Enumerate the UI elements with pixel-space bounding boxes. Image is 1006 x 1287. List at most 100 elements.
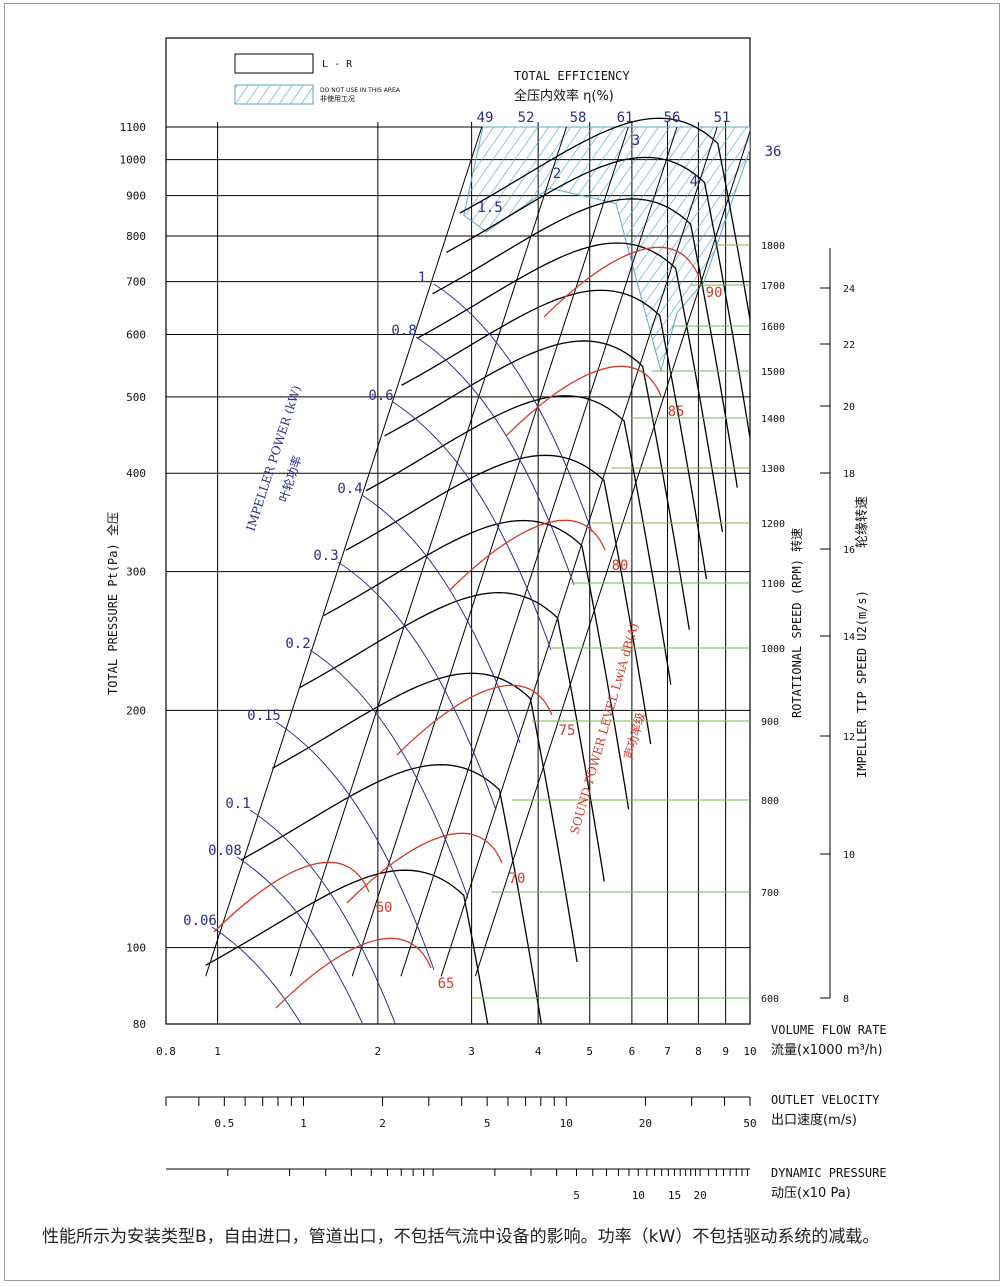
velocity-label: 20 [639,1117,652,1130]
y-tick-label: 600 [126,328,146,341]
speed-curve [432,198,738,488]
power-label: 4 [690,174,698,190]
legend-line-label: L - R [322,59,353,70]
power-label: 0.08 [208,843,242,859]
tip-speed-label: 10 [843,850,855,861]
x-tick-label: 6 [629,1045,636,1058]
legend-hatch-swatch [234,84,314,105]
power-line [337,561,497,811]
legend-line-swatch [234,53,314,74]
y-tick-label: 700 [126,276,146,289]
chart-title-cn: 全压内效率 η(%) [514,88,614,104]
sound-line [505,365,662,437]
chart-frame [4,3,1000,1281]
power-line [392,401,552,651]
sound-axis-title-cn: 声功率级 [620,711,648,761]
sound-label: 60 [376,900,393,916]
sound-line [396,684,553,756]
speed-curve [446,156,750,442]
sound-line [346,832,503,904]
rpm-label: 700 [761,888,779,899]
power-line [249,809,396,1024]
dynamic-pressure-label: 5 [573,1189,580,1202]
x-tick-label: 1 [214,1045,221,1058]
power-label: 1.5 [477,200,502,216]
sound-label: 70 [509,871,526,887]
tip-speed-label: 22 [843,340,855,351]
efficiency-line [474,129,750,977]
velocity-label: 5 [484,1117,491,1130]
power-label: 0.15 [247,708,281,724]
sound-line [449,519,606,591]
power-line [361,494,521,744]
dynamic-pressure-label: 15 [668,1189,681,1202]
speed-curve [271,672,578,963]
sound-lines [213,246,700,1009]
speed-curve [417,242,724,532]
y-tick-label: 1000 [120,154,147,167]
y-tick-label: 1100 [120,121,147,134]
speed-curve [323,519,630,810]
speed-curve [205,869,489,1024]
speed-curve [365,395,672,685]
rpm-label: 1200 [761,519,785,530]
auxiliary-scales [165,248,831,1176]
legend-hatch-label-cn: 非使用工况 [320,94,355,103]
rpm-label: 1100 [761,579,785,590]
speed-curve [459,117,750,324]
x-axis-title-cn: 流量(x1000 m³/h) [771,1043,883,1058]
legend-hatch-label-en: DO NOT USE IN THIS AREA [320,87,401,94]
speed-curve [401,289,708,580]
efficiency-label: 36 [765,144,782,160]
y-tick-label: 400 [126,467,146,480]
do-not-use-area [463,126,750,373]
x-tick-label: 3 [468,1045,475,1058]
sound-line [275,937,432,1009]
power-line [211,926,302,1024]
velocity-label: 1 [300,1117,307,1130]
y-axis-title: TOTAL PRESSURE Pt(Pa) 全压 [105,512,120,695]
power-label: 0.2 [285,636,310,652]
efficiency-label: 49 [477,110,494,126]
tip-speed-label: 18 [843,469,855,480]
efficiency-label: 51 [714,110,731,126]
sound-label: 90 [706,285,723,301]
velocity-label: 10 [560,1117,573,1130]
power-line [275,721,435,971]
x-tick-label: 0.8 [156,1045,176,1058]
efficiency-line [205,126,483,977]
power-label: 1 [418,270,426,286]
y-tick-label: 100 [126,942,146,955]
x-tick-label: 4 [535,1045,542,1058]
efficiency-line [289,126,567,977]
dynamic-pressure-title: DYNAMIC PRESSURE [771,1166,887,1180]
rpm-axis-title: ROTATIONAL SPEED (RPM) 转速 [789,528,804,718]
rpm-label: 1600 [761,322,785,333]
hatch-region [463,126,750,373]
tip-speed-axis-title: IMPELLER TIP SPEED U2(m/s) [855,590,869,778]
pressure-curves [205,117,750,1024]
efficiency-label: 58 [570,110,587,126]
efficiency-label: 56 [664,110,681,126]
power-label: 2 [553,166,561,182]
power-line [433,283,593,533]
footnote: 性能所示为安装类型B，自由进口，管道出口，不包括气流中设备的影响。功率（kW）不… [42,1227,880,1247]
x-tick-label: 8 [695,1045,702,1058]
chart-labels: 80 100 200 300 400 500 600 700 800 900 1000 1100 0.8… [120,110,856,1202]
power-label: 3 [632,133,640,149]
dynamic-pressure-label: 10 [632,1189,645,1202]
rpm-label: 1000 [761,644,785,655]
power-label: 0.6 [368,388,393,404]
power-label: 0.8 [391,323,416,339]
power-line [309,649,469,899]
power-label: 0.4 [337,481,362,497]
tip-speed-label: 24 [843,284,855,295]
x-axis-title: VOLUME FLOW RATE [771,1023,887,1037]
outlet-velocity-title: OUTLET VELOCITY [771,1093,880,1107]
y-tick-label: 500 [126,391,146,404]
sound-label: 75 [559,723,576,739]
velocity-label: 50 [743,1117,756,1130]
speed-leaders [471,244,750,999]
outlet-velocity-title-cn: 出口速度(m/s) [771,1112,857,1128]
